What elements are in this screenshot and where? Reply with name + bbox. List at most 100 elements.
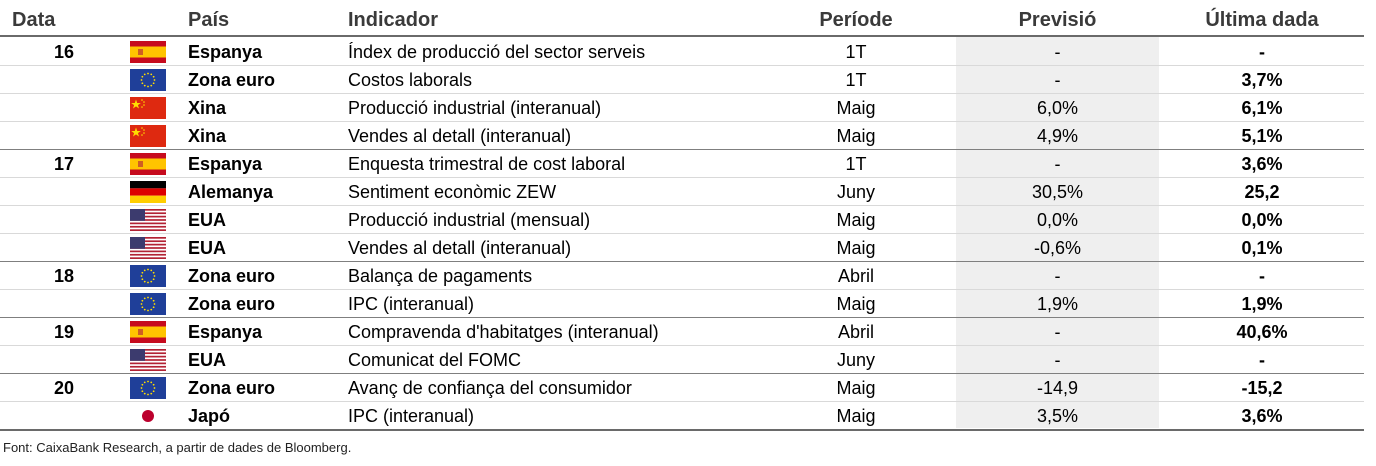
row-period: Juny [836, 182, 876, 202]
japan-flag-icon [130, 405, 166, 427]
germany-flag-icon [130, 181, 166, 203]
eu-flag-icon [130, 377, 166, 399]
row-last-value: - [1259, 42, 1265, 62]
table-row: 17 Espanya Enquesta trimestral de cost lab… [0, 150, 1364, 178]
row-period: Maig [836, 238, 876, 258]
row-forecast: - [1054, 322, 1061, 342]
china-flag-icon [130, 125, 166, 147]
row-forecast: - [1054, 70, 1061, 90]
header-country: País [188, 9, 230, 31]
row-period: Maig [836, 406, 876, 426]
row-forecast: - [1054, 154, 1061, 174]
table-row: 19 Espanya Compravenda d'habitatges (inter… [0, 318, 1364, 346]
table-row: Zona euro Costos laborals 1T - 3,7% [0, 66, 1364, 94]
row-country: Espanya [188, 42, 263, 62]
header-date: Data [12, 9, 56, 31]
row-indicator: Producció industrial (mensual) [348, 210, 591, 230]
row-last-value: - [1259, 266, 1265, 286]
forecast-column-background [956, 36, 1159, 428]
table-row: 20 Zona euro Avanç de confiança del consum… [0, 374, 1364, 402]
table-row: EUA Vendes al detall (interanual) Maig -0,6… [0, 234, 1364, 262]
row-divider [0, 345, 1364, 346]
row-period: Abril [837, 322, 874, 342]
row-country: Zona euro [188, 70, 276, 90]
spain-flag-icon [130, 153, 166, 175]
row-forecast: - [1054, 266, 1061, 286]
table-row: EUA Comunicat del FOMC Juny - - [0, 346, 1364, 374]
row-indicator: Vendes al detall (interanual) [348, 238, 572, 258]
row-last-value: 40,6% [1236, 322, 1288, 342]
row-indicator: Balança de pagaments [348, 266, 533, 286]
header-period: Període [819, 9, 893, 31]
row-period: 1T [845, 42, 867, 62]
row-indicator: Producció industrial (interanual) [348, 98, 602, 118]
table-bottom-border [0, 429, 1364, 431]
row-divider [0, 233, 1364, 234]
row-forecast: 1,9% [1036, 294, 1079, 314]
row-date: 19 [53, 322, 75, 342]
table-row: Japó IPC (interanual) Maig 3,5% 3,6% [0, 402, 1364, 430]
table-row: Alemanya Sentiment econòmic ZEW Juny 30,5% 2… [0, 178, 1364, 206]
row-divider [0, 121, 1364, 122]
table-row: Xina Producció industrial (interanual) Mai… [0, 94, 1364, 122]
row-last-value: 3,6% [1241, 154, 1283, 174]
row-country: Zona euro [188, 266, 276, 286]
row-indicator: IPC (interanual) [348, 294, 475, 314]
table-header: Data País Indicador Període Previsió Últ… [0, 0, 1364, 36]
row-country: Japó [188, 406, 231, 426]
row-indicator: Sentiment econòmic ZEW [348, 182, 557, 202]
row-country: Espanya [188, 322, 263, 342]
row-forecast: -0,6% [1033, 238, 1082, 258]
row-country: EUA [188, 238, 227, 258]
usa-flag-icon [130, 209, 166, 231]
row-last-value: 5,1% [1241, 126, 1283, 146]
group-divider [0, 149, 1364, 150]
row-last-value: - [1259, 350, 1265, 370]
row-date: 20 [53, 378, 75, 398]
table-row: 18 Zona euro Balança de pagaments Abril - - [0, 262, 1364, 290]
spain-flag-icon [130, 41, 166, 63]
row-country: EUA [188, 350, 227, 370]
row-last-value: 0,0% [1241, 210, 1283, 230]
table-row: Zona euro IPC (interanual) Maig 1,9% 1,9% [0, 290, 1364, 318]
row-period: Maig [836, 126, 876, 146]
row-forecast: - [1054, 350, 1061, 370]
usa-flag-icon [130, 349, 166, 371]
row-last-value: 0,1% [1241, 238, 1283, 258]
header-divider [0, 35, 1364, 37]
row-date: 18 [53, 266, 75, 286]
group-divider [0, 373, 1364, 374]
table-row: EUA Producció industrial (mensual) Maig 0,0… [0, 206, 1364, 234]
row-forecast: 4,9% [1036, 126, 1079, 146]
row-last-value: 6,1% [1241, 98, 1283, 118]
row-country: EUA [188, 210, 227, 230]
group-divider [0, 317, 1364, 318]
row-indicator: Índex de producció del sector serveis [348, 42, 646, 62]
row-country: Xina [188, 126, 227, 146]
row-last-value: 3,6% [1241, 406, 1283, 426]
row-forecast: 3,5% [1036, 406, 1079, 426]
row-period: Abril [837, 266, 874, 286]
row-divider [0, 65, 1364, 66]
row-divider [0, 401, 1364, 402]
header-indicator: Indicador [348, 9, 439, 31]
row-country: Alemanya [188, 182, 274, 202]
row-indicator: IPC (interanual) [348, 406, 475, 426]
row-last-value: 1,9% [1241, 294, 1283, 314]
row-forecast: -14,9 [1036, 378, 1079, 398]
eu-flag-icon [130, 293, 166, 315]
row-period: Maig [836, 378, 876, 398]
usa-flag-icon [130, 237, 166, 259]
row-indicator: Compravenda d'habitatges (interanual) [348, 322, 659, 342]
row-divider [0, 177, 1364, 178]
spain-flag-icon [130, 321, 166, 343]
row-indicator: Comunicat del FOMC [348, 350, 522, 370]
row-last-value: -15,2 [1241, 378, 1283, 398]
header-last: Última dada [1205, 9, 1319, 31]
row-period: 1T [845, 70, 867, 90]
row-country: Xina [188, 98, 227, 118]
row-forecast: 0,0% [1036, 210, 1079, 230]
header-forecast: Previsió [1018, 9, 1097, 31]
eu-flag-icon [130, 265, 166, 287]
row-period: Juny [836, 350, 876, 370]
